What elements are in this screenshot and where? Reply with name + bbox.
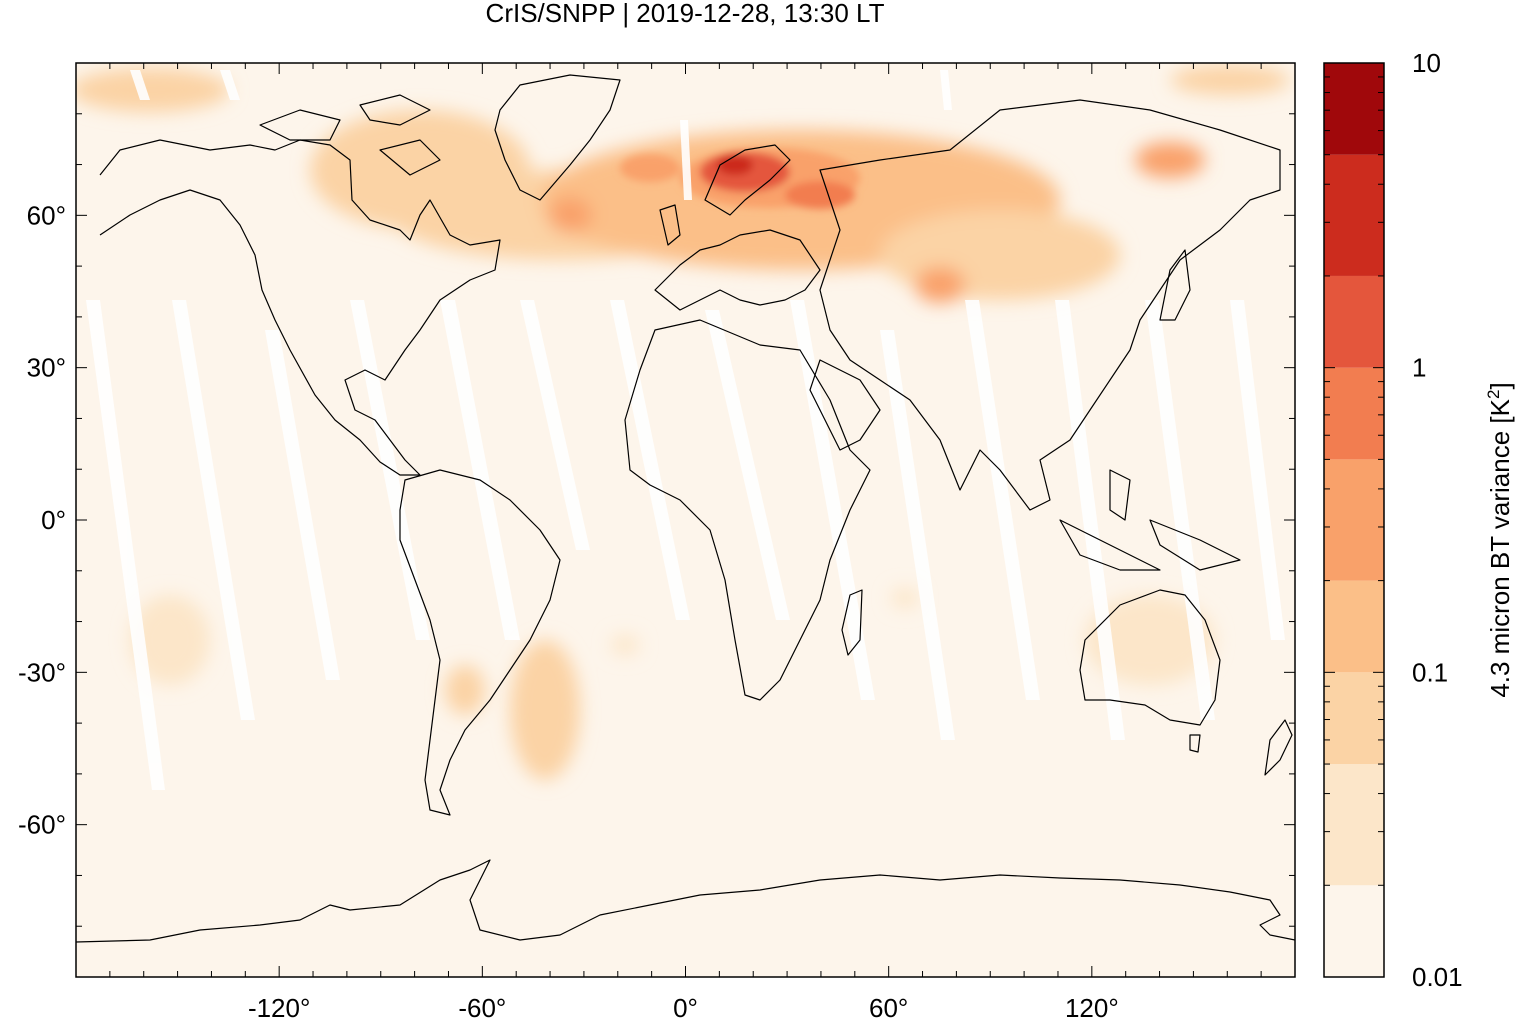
australia-coastline [1079, 589, 1221, 726]
lon-tick-label: -120° [248, 993, 310, 1020]
colorbar-level [1324, 63, 1384, 155]
colorbar-tick-label: 10 [1412, 48, 1441, 78]
scandinavia-coastline [704, 144, 791, 216]
colorbar-tick-label: 1 [1412, 353, 1426, 383]
variance-field [76, 65, 1295, 943]
colorbar-level [1324, 459, 1384, 581]
longitude-axis: -120° -60° 0° 60° 120° [75, 63, 1296, 1020]
map-title: CrIS/SNPP | 2019-12-28, 13:30 LT [485, 0, 885, 28]
lon-tick-label: -60° [458, 993, 506, 1020]
lat-tick-label: -30° [18, 657, 66, 687]
colorbar-level [1324, 672, 1384, 765]
colorbar-unit-superscript: 2 [1484, 389, 1504, 400]
colorbar-level [1324, 764, 1384, 886]
colorbar-tick-label: 0.1 [1412, 657, 1448, 687]
asia-coastline [819, 99, 1281, 511]
colorbar-frame [1323, 62, 1385, 978]
swath-gaps [86, 70, 1285, 790]
lat-tick-label: 60° [27, 200, 66, 230]
lon-tick-label: 60° [869, 993, 908, 1020]
antarctica-coastline [76, 859, 1295, 943]
colorbar-level [1324, 885, 1384, 977]
colorbar-level [1324, 367, 1384, 460]
greenland-coastline [494, 74, 621, 201]
africa-coastline [624, 319, 871, 701]
southern-variance-patches [130, 588, 1215, 780]
north-america-coastline [99, 139, 501, 476]
colorbar-tick-label: 0.01 [1412, 962, 1463, 992]
south-america-coastline [399, 469, 561, 816]
lon-tick-label: 0° [673, 993, 698, 1020]
lat-tick-label: 30° [27, 353, 66, 383]
colorbar: 10 1 0.1 0.01 [1323, 48, 1463, 992]
lat-tick-label: 0° [41, 505, 66, 535]
colorbar-level [1324, 580, 1384, 673]
europe-coastline [654, 229, 821, 311]
latitude-axis: 60° 30° 0° -30° -60° [18, 62, 1295, 978]
colorbar-level [1324, 154, 1384, 276]
colorbar-level [1324, 275, 1384, 368]
lon-tick-label: 120° [1065, 993, 1119, 1020]
colorbar-title: 4.3 micron BT variance [K2] [1484, 382, 1515, 698]
lat-tick-label: -60° [18, 810, 66, 840]
coastlines [76, 74, 1295, 943]
